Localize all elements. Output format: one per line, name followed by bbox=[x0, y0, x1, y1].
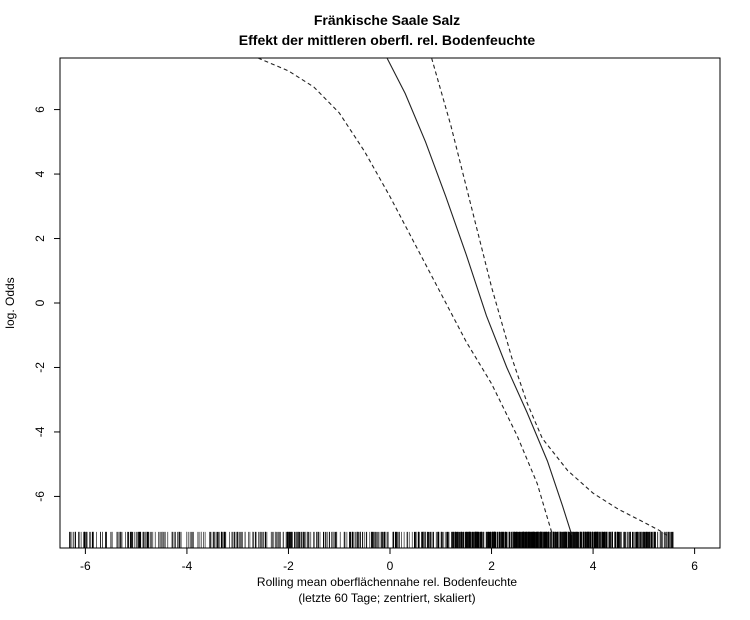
x-tick-label: -2 bbox=[283, 559, 294, 573]
confidence-band-line bbox=[257, 58, 554, 536]
chart-title: Fränkische Saale Salz bbox=[314, 12, 460, 28]
x-tick-label: 0 bbox=[387, 559, 394, 573]
y-axis-label: log. Odds bbox=[3, 277, 17, 328]
x-tick-label: 4 bbox=[590, 559, 597, 573]
y-tick-label: -4 bbox=[33, 426, 47, 437]
x-tick-label: 6 bbox=[691, 559, 698, 573]
y-axis: -6 -4 -2 0 2 4 6 bbox=[33, 106, 60, 502]
y-tick-label: 2 bbox=[33, 235, 47, 242]
y-tick-label: 4 bbox=[33, 170, 47, 177]
x-tick-label: -6 bbox=[80, 559, 91, 573]
x-tick-label: -4 bbox=[182, 559, 193, 573]
chart-subtitle: Effekt der mittleren oberfl. rel. Bodenf… bbox=[239, 32, 536, 48]
x-axis: -6 -4 -2 0 2 4 6 bbox=[80, 548, 698, 573]
x-tick-label: 2 bbox=[488, 559, 495, 573]
rug-marks bbox=[69, 531, 674, 548]
confidence-band-line bbox=[431, 58, 667, 536]
y-tick-label: -6 bbox=[33, 491, 47, 502]
y-tick-label: -2 bbox=[33, 362, 47, 373]
estimate-line bbox=[386, 58, 573, 536]
x-axis-label: Rolling mean oberflächennahe rel. Bodenf… bbox=[257, 575, 518, 589]
plot-frame bbox=[59, 57, 721, 549]
y-tick-label: 0 bbox=[33, 299, 47, 306]
x-axis-label-line2: (letzte 60 Tage; zentriert, skaliert) bbox=[298, 591, 475, 605]
series-lines bbox=[257, 58, 667, 536]
y-tick-label: 6 bbox=[33, 106, 47, 113]
